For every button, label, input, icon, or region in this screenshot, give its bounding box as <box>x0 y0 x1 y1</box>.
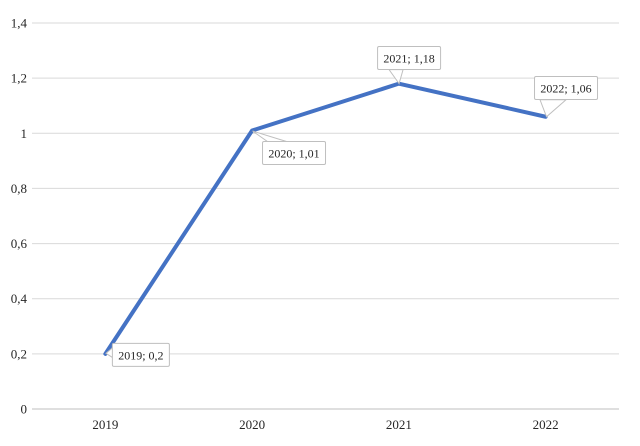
data-label-callout <box>111 342 170 367</box>
y-tick-label: 1 <box>21 126 28 141</box>
data-label-callout <box>534 76 599 101</box>
y-tick-label: 0 <box>21 402 28 417</box>
x-tick-label: 2021 <box>386 417 412 432</box>
y-tick-label: 0,4 <box>11 291 28 306</box>
data-label-callout <box>262 141 327 166</box>
y-tick-label: 1,4 <box>11 16 28 31</box>
y-tick-label: 0,2 <box>11 346 27 361</box>
data-label-text: 2021; 1,18 <box>383 51 434 65</box>
y-tick-label: 0,8 <box>11 181 27 196</box>
x-tick-label: 2019 <box>92 417 118 432</box>
data-label-text: 2022; 1,06 <box>540 82 591 96</box>
y-tick-label: 1,2 <box>11 71 27 86</box>
data-label-text: 2019; 0,2 <box>118 348 163 362</box>
x-tick-label: 2020 <box>239 417 265 432</box>
x-tick-label: 2022 <box>533 417 559 432</box>
y-tick-label: 0,6 <box>11 236 28 251</box>
data-series-line <box>103 81 548 356</box>
data-label-callout <box>377 45 442 70</box>
data-label-text: 2020; 1,01 <box>268 147 319 161</box>
